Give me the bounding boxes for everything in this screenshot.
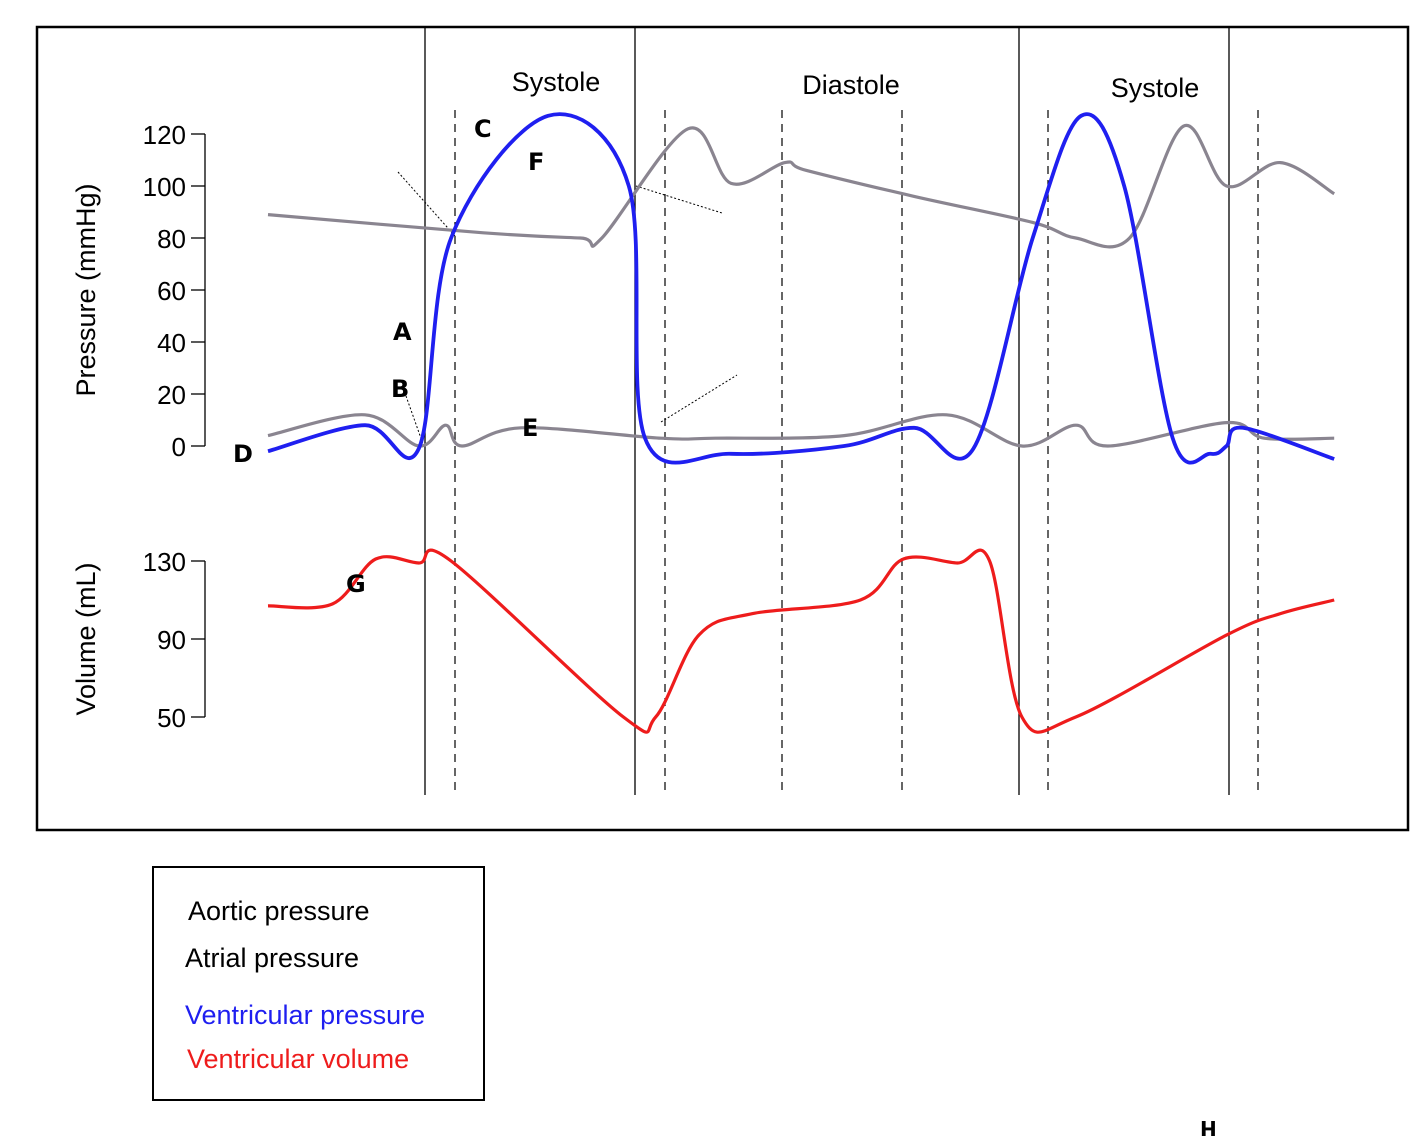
atrial-pressure-line xyxy=(267,413,1335,448)
legend-ventricular-volume: Ventricular volume xyxy=(187,1044,410,1074)
phase-label-systole-2: Systole xyxy=(1111,73,1200,103)
legend: Aortic pressure Atrial pressure Ventricu… xyxy=(152,866,485,1101)
pointer-line xyxy=(660,374,738,423)
pressure-tick-label: 100 xyxy=(143,172,186,202)
pointer-line xyxy=(405,395,424,445)
volume-tick-label: 90 xyxy=(157,625,186,655)
ventricular-pressure-line xyxy=(267,112,1335,465)
volume-tick-labels: 130 90 50 xyxy=(143,547,186,733)
chart-frame xyxy=(35,25,1410,832)
pressure-tick-labels: 120 100 80 60 40 20 0 xyxy=(143,120,186,462)
pressure-tick-label: 60 xyxy=(157,276,186,306)
aortic-pressure-line xyxy=(267,123,1336,249)
ventricular-volume-line xyxy=(267,548,1335,734)
pressure-axis xyxy=(191,133,206,447)
legend-aortic-pressure: Aortic pressure xyxy=(188,896,370,926)
point-label-c: C xyxy=(474,115,492,143)
volume-tick-label: 50 xyxy=(157,703,186,733)
pressure-tick-label: 20 xyxy=(157,380,186,410)
corner-mark: H xyxy=(1200,1116,1217,1140)
dashed-lines xyxy=(454,110,1259,795)
point-label-f: F xyxy=(528,148,544,176)
pointer-line xyxy=(635,185,723,214)
point-label-b: B xyxy=(391,375,409,403)
pointer-lines xyxy=(397,171,738,445)
volume-axis xyxy=(191,560,206,718)
pressure-tick-label: 0 xyxy=(172,432,186,462)
point-label-g: G xyxy=(346,570,366,598)
pressure-tick-label: 120 xyxy=(143,120,186,150)
point-labels: A B C D E F G xyxy=(233,115,544,598)
point-label-a: A xyxy=(393,318,412,346)
phase-label-diastole: Diastole xyxy=(802,70,900,100)
volume-axis-title: Volume (mL) xyxy=(71,562,101,715)
legend-ventricular-pressure: Ventricular pressure xyxy=(185,1000,426,1030)
legend-atrial-pressure: Atrial pressure xyxy=(185,943,360,973)
point-label-d: D xyxy=(233,440,253,468)
pressure-tick-label: 80 xyxy=(157,224,186,254)
volume-tick-label: 130 xyxy=(143,547,186,577)
pressure-axis-title: Pressure (mmHg) xyxy=(71,183,101,396)
point-label-e: E xyxy=(522,414,538,442)
phase-label-systole-1: Systole xyxy=(512,67,601,97)
pressure-tick-label: 40 xyxy=(157,328,186,358)
